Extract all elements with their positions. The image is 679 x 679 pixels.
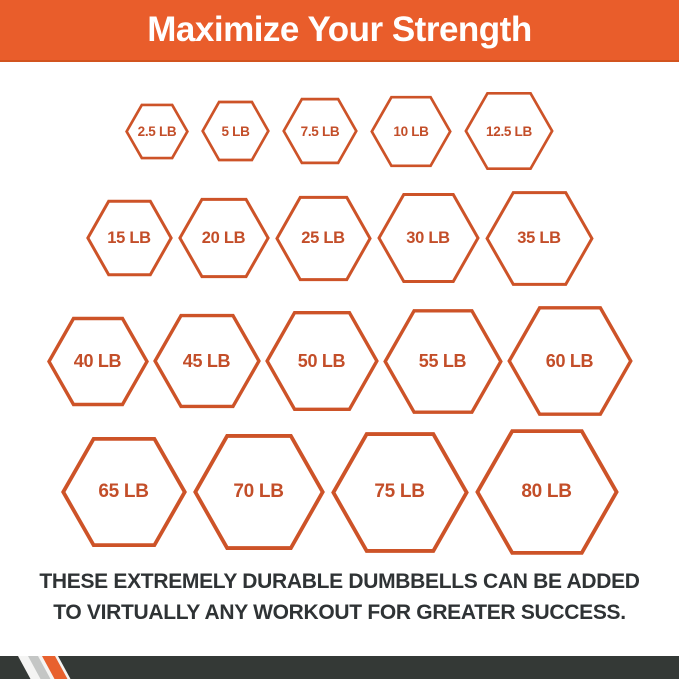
weight-hexagon: 80 LB	[476, 429, 618, 555]
weight-label: 60 LB	[545, 350, 594, 371]
weight-label: 80 LB	[521, 481, 572, 502]
weight-hexagon: 5 LB	[202, 101, 269, 161]
hexagon-outline-icon	[87, 200, 172, 276]
hexagon-outline-icon	[283, 98, 357, 164]
weight-label: 25 LB	[301, 228, 345, 247]
weight-label: 5 LB	[221, 123, 250, 139]
weight-hexagon: 65 LB	[62, 437, 186, 547]
weight-label: 75 LB	[374, 481, 425, 502]
weight-hexagon: 25 LB	[276, 196, 371, 281]
hexagon-outline-icon	[465, 92, 553, 170]
weight-hexagon: 30 LB	[378, 193, 479, 283]
hexagon-outline-icon	[384, 309, 502, 414]
weight-label: 30 LB	[406, 228, 450, 247]
hexagon-outline-icon	[154, 314, 260, 408]
weight-hexagon: 35 LB	[486, 191, 593, 286]
weight-hexagon: 75 LB	[332, 432, 468, 553]
hex-row-3: 40 LB 45 LB 50 LB 55 LB 60 LB	[0, 306, 679, 416]
hexagon-outline-icon	[179, 198, 269, 278]
hex-row-4: 65 LB 70 LB 75 LB 80 LB	[0, 429, 679, 555]
weight-label: 70 LB	[233, 481, 284, 502]
hexagon-outline-icon	[508, 306, 632, 416]
weight-hexagon: 2.5 LB	[126, 104, 188, 159]
weight-label: 35 LB	[517, 228, 561, 247]
footer-bar	[0, 656, 679, 679]
hexagon-outline-icon	[486, 191, 593, 286]
weight-hexagon: 20 LB	[179, 198, 269, 278]
weight-label: 15 LB	[107, 228, 151, 247]
title-banner: Maximize Your Strength	[0, 0, 679, 62]
weight-label: 50 LB	[297, 350, 346, 371]
hexagon-outline-icon	[126, 104, 188, 159]
weight-hexagon: 55 LB	[384, 309, 502, 414]
weight-label: 55 LB	[418, 350, 467, 371]
caption-line-1: THESE EXTREMELY DURABLE DUMBBELLS CAN BE…	[39, 570, 640, 593]
diagonal-stripes-icon	[18, 656, 71, 679]
weight-label: 12.5 LB	[486, 123, 532, 139]
weight-label: 45 LB	[182, 350, 231, 371]
hexagon-outline-icon	[194, 434, 324, 550]
weight-label: 7.5 LB	[300, 123, 340, 139]
hex-row-2: 15 LB 20 LB 25 LB 30 LB 35 LB	[0, 190, 679, 286]
caption-line-2: TO VIRTUALLY ANY WORKOUT FOR GREATER SUC…	[53, 601, 626, 624]
hexagon-outline-icon	[371, 96, 451, 167]
weight-hexagon: 10 LB	[371, 96, 451, 167]
weight-hexagon: 40 LB	[48, 317, 148, 406]
hexagon-outline-icon	[476, 429, 618, 555]
weight-label: 65 LB	[98, 481, 149, 502]
hexagon-outline-icon	[276, 196, 371, 281]
hexagon-outline-icon	[378, 193, 479, 283]
hexagon-outline-icon	[62, 437, 186, 547]
weight-hexagon: 60 LB	[508, 306, 632, 416]
hexagon-outline-icon	[332, 432, 468, 553]
weight-label: 10 LB	[393, 123, 429, 139]
weight-hexagon: 15 LB	[87, 200, 172, 276]
hex-row-1: 2.5 LB 5 LB 7.5 LB 10 LB 12.5 LB	[0, 91, 679, 171]
hexagon-outline-icon	[266, 311, 378, 411]
weight-label: 20 LB	[201, 228, 246, 247]
weight-hexagon: 45 LB	[154, 314, 260, 408]
weight-hexagon: 50 LB	[266, 311, 378, 411]
weight-hexagon: 70 LB	[194, 434, 324, 550]
caption-text: THESE EXTREMELY DURABLE DUMBBELLS CAN BE…	[0, 566, 679, 628]
hexagon-outline-icon	[202, 101, 269, 161]
page-title: Maximize Your Strength	[147, 10, 532, 49]
weight-label: 2.5 LB	[137, 123, 177, 139]
hexagon-outline-icon	[48, 317, 148, 406]
weight-hexagon: 7.5 LB	[283, 98, 357, 164]
weight-hexagon: 12.5 LB	[465, 92, 553, 170]
weight-label: 40 LB	[73, 350, 122, 371]
